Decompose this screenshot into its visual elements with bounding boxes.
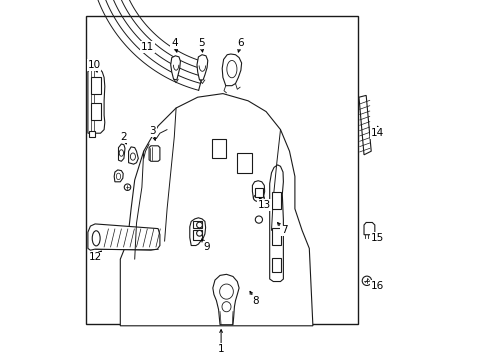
Bar <box>254 188 262 197</box>
Polygon shape <box>252 181 264 200</box>
Text: 7: 7 <box>280 225 287 235</box>
Text: 10: 10 <box>87 60 101 70</box>
Bar <box>271 192 281 209</box>
Bar <box>237 153 251 173</box>
Bar <box>271 258 281 272</box>
Polygon shape <box>363 222 374 235</box>
Bar <box>86 16 357 324</box>
Ellipse shape <box>253 194 264 202</box>
Bar <box>91 77 101 94</box>
Circle shape <box>196 230 202 236</box>
Text: 5: 5 <box>198 38 204 48</box>
Text: 1: 1 <box>217 344 224 354</box>
Ellipse shape <box>92 231 100 246</box>
Bar <box>212 139 226 158</box>
Polygon shape <box>88 224 160 250</box>
Bar <box>192 230 201 240</box>
Polygon shape <box>197 55 207 80</box>
Text: 11: 11 <box>141 42 154 52</box>
Polygon shape <box>88 67 104 133</box>
Text: 3: 3 <box>149 126 156 136</box>
Polygon shape <box>222 54 241 86</box>
Circle shape <box>196 222 202 228</box>
Bar <box>271 228 281 245</box>
Bar <box>91 103 101 120</box>
Text: 12: 12 <box>88 252 102 262</box>
Polygon shape <box>212 274 239 325</box>
Text: 9: 9 <box>203 242 209 252</box>
Text: 4: 4 <box>171 38 177 48</box>
Polygon shape <box>189 218 205 246</box>
Polygon shape <box>269 165 283 282</box>
Text: 16: 16 <box>370 281 384 291</box>
Polygon shape <box>118 144 125 161</box>
Circle shape <box>362 276 371 285</box>
Polygon shape <box>149 146 160 161</box>
Polygon shape <box>170 56 180 80</box>
Polygon shape <box>120 94 312 326</box>
Circle shape <box>124 184 130 190</box>
Text: 8: 8 <box>251 296 258 306</box>
Circle shape <box>255 216 262 223</box>
Text: 6: 6 <box>237 38 244 48</box>
Bar <box>192 221 201 228</box>
Polygon shape <box>358 95 370 155</box>
Text: 2: 2 <box>121 132 127 142</box>
Polygon shape <box>114 170 123 182</box>
Polygon shape <box>89 131 95 137</box>
Text: 14: 14 <box>370 128 384 138</box>
Polygon shape <box>128 147 138 164</box>
Text: 13: 13 <box>257 200 270 210</box>
Text: 15: 15 <box>370 233 384 243</box>
